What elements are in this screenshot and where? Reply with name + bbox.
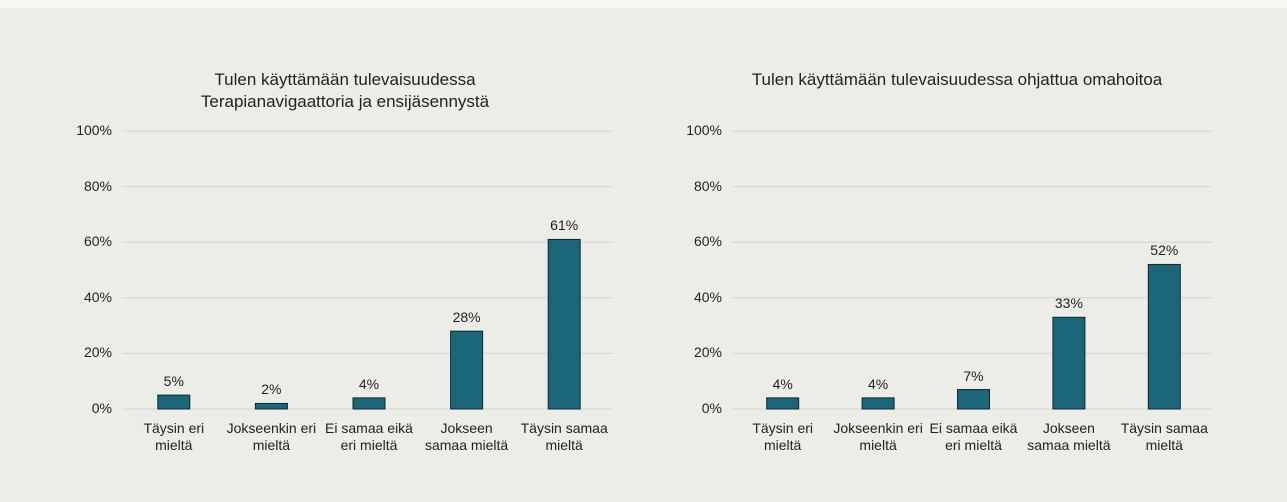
chart-title: Tulen käyttämään tulevaisuudessa ohjattu…	[751, 70, 1163, 89]
bar	[254, 402, 288, 410]
x-tick-label: Täysin samaa mieltä	[520, 420, 608, 453]
y-tick-label: 0%	[701, 400, 722, 416]
y-tick-label: 100%	[76, 122, 112, 138]
x-tick-label: Täysin samaa mieltä	[1120, 420, 1208, 453]
y-tick-label: 0%	[91, 400, 112, 416]
y-tick-label: 60%	[83, 233, 112, 250]
value-label: 28%	[452, 309, 481, 326]
bar	[1147, 263, 1181, 410]
bar	[547, 238, 581, 410]
y-tick-label: 60%	[693, 233, 722, 250]
y-tick-label: 20%	[83, 344, 112, 361]
charts	[122, 130, 1212, 410]
bar	[157, 394, 191, 410]
bar	[1052, 316, 1086, 410]
value-label: 52%	[1150, 242, 1179, 259]
value-label: 4%	[772, 375, 793, 392]
value-label: 5%	[163, 373, 184, 390]
y-tick-label: 100%	[686, 122, 722, 138]
bar	[861, 397, 895, 410]
value-label: 7%	[963, 367, 984, 384]
x-tick-label: Jokseen samaa mieltä	[1027, 420, 1111, 453]
x-tick-label: Jokseenkin eri mieltä	[226, 420, 317, 453]
page: Tulen käyttämään tulevaisuudessa Terapia…	[0, 8, 1287, 502]
x-tick-label: Ei samaa eikä eri mieltä	[929, 420, 1018, 453]
y-tick-label: 80%	[83, 177, 112, 194]
chart-title: Tulen käyttämään tulevaisuudessa Terapia…	[200, 70, 490, 111]
y-tick-label: 40%	[693, 288, 722, 305]
y-tick-label: 80%	[693, 177, 722, 194]
bar	[352, 397, 386, 410]
value-label: 33%	[1054, 295, 1083, 312]
x-tick-label: Täysin eri mieltä	[143, 420, 205, 453]
y-tick-label: 20%	[693, 344, 722, 361]
value-label: 4%	[867, 375, 889, 392]
x-tick-label: Täysin eri mieltä	[752, 420, 814, 453]
value-label: 4%	[358, 375, 380, 392]
bar	[957, 389, 990, 410]
bar	[766, 397, 800, 410]
x-tick-label: Ei samaa eikä eri mieltä	[325, 420, 413, 453]
value-label: 2%	[261, 381, 282, 398]
x-tick-label: Jokseen samaa mieltä	[424, 420, 509, 453]
value-label: 61%	[550, 217, 579, 234]
x-tick-label: Jokseenkin eri mieltä	[833, 420, 923, 453]
bar	[450, 330, 484, 410]
y-tick-label: 40%	[83, 288, 112, 305]
